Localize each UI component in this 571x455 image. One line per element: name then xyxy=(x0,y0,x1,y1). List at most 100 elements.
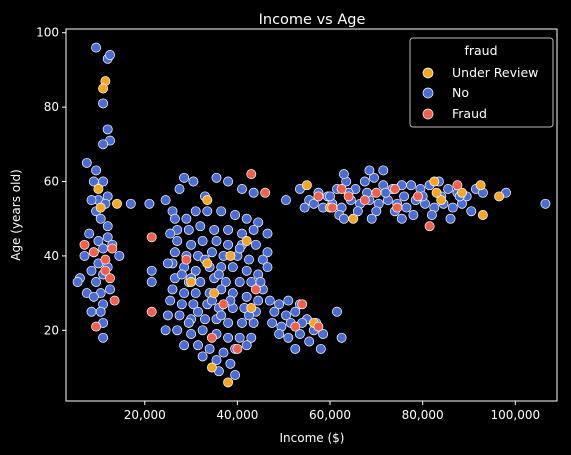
point-no xyxy=(216,206,227,217)
x-axis: 20,000 40,000 60,000 80,000 100,000 xyxy=(124,401,540,422)
point-no xyxy=(426,210,437,220)
point-under-review xyxy=(348,213,359,224)
point-no xyxy=(146,265,157,276)
point-under-review xyxy=(202,258,213,269)
point-no xyxy=(223,176,234,187)
point-under-review xyxy=(246,303,257,313)
point-no xyxy=(190,206,201,217)
point-no xyxy=(274,329,285,339)
point-fraud xyxy=(297,299,308,310)
point-fraud xyxy=(452,180,463,191)
point-fraud xyxy=(105,273,115,284)
point-no xyxy=(369,172,379,183)
point-no xyxy=(197,236,208,246)
point-no xyxy=(401,202,412,213)
point-no xyxy=(174,310,185,321)
point-no xyxy=(86,195,97,206)
point-no xyxy=(255,277,266,287)
y-tick-label: 100 xyxy=(36,26,59,40)
point-no xyxy=(338,169,349,180)
legend-entry-fraud: Fraud xyxy=(452,106,487,121)
point-no xyxy=(283,332,294,343)
point-no xyxy=(262,247,273,258)
point-under-review xyxy=(98,83,109,94)
point-no xyxy=(165,228,176,239)
point-no xyxy=(218,347,229,358)
point-no xyxy=(315,343,326,354)
point-no xyxy=(336,332,347,343)
point-under-review xyxy=(429,176,440,187)
point-fraud xyxy=(218,299,229,310)
y-tick-label: 20 xyxy=(44,323,59,337)
point-no xyxy=(237,184,247,194)
point-under-review xyxy=(209,288,220,299)
point-no xyxy=(162,310,173,321)
point-no xyxy=(447,202,458,213)
point-under-review xyxy=(475,180,486,191)
point-no xyxy=(186,239,197,250)
point-fraud xyxy=(146,232,157,243)
point-no xyxy=(181,213,192,224)
point-no xyxy=(281,195,291,206)
point-no xyxy=(91,277,102,287)
x-tick-label: 20,000 xyxy=(124,408,166,422)
legend-box xyxy=(409,37,554,128)
point-fraud xyxy=(232,343,243,354)
point-no xyxy=(250,239,261,250)
point-no xyxy=(193,340,203,351)
point-no xyxy=(274,299,285,310)
point-fraud xyxy=(327,202,338,213)
point-no xyxy=(540,198,551,209)
point-fraud xyxy=(79,239,90,250)
point-no xyxy=(241,340,252,351)
point-no xyxy=(248,317,259,328)
point-no xyxy=(267,317,278,328)
point-no xyxy=(308,198,319,209)
point-no xyxy=(200,314,210,325)
point-no xyxy=(160,325,171,336)
point-no xyxy=(241,265,252,276)
point-no xyxy=(230,370,241,380)
point-no xyxy=(197,351,208,362)
point-no xyxy=(84,228,95,239)
point-fraud xyxy=(424,221,435,232)
point-under-review xyxy=(202,195,213,206)
point-no xyxy=(95,306,106,317)
point-no xyxy=(186,329,197,339)
point-under-review xyxy=(494,191,505,202)
point-under-review xyxy=(457,187,467,198)
point-no xyxy=(299,202,310,213)
point-no xyxy=(174,184,185,194)
point-fraud xyxy=(181,254,192,265)
plot-frame xyxy=(65,28,558,402)
point-no xyxy=(230,210,241,220)
point-no xyxy=(220,277,231,287)
point-no xyxy=(227,262,238,273)
point-no xyxy=(169,247,180,258)
point-no xyxy=(248,224,259,235)
y-tick-label: 80 xyxy=(44,100,59,114)
point-no xyxy=(253,217,264,228)
point-no xyxy=(172,236,183,246)
point-no xyxy=(167,284,178,295)
point-no xyxy=(105,50,115,60)
point-no xyxy=(283,295,294,306)
point-no xyxy=(188,299,199,310)
point-no xyxy=(359,176,370,187)
point-no xyxy=(125,198,136,209)
point-fraud xyxy=(100,265,111,276)
point-no xyxy=(234,243,245,254)
point-no xyxy=(364,165,375,176)
x-tick-label: 60,000 xyxy=(309,408,351,422)
point-no xyxy=(183,224,194,235)
point-no xyxy=(179,340,190,351)
point-no xyxy=(211,236,222,246)
point-no xyxy=(213,269,224,280)
point-under-review xyxy=(241,236,252,246)
point-no xyxy=(211,355,222,366)
point-under-review xyxy=(95,202,106,213)
legend-title: fraud xyxy=(464,43,497,58)
point-no xyxy=(244,254,254,265)
point-fraud xyxy=(250,284,261,295)
point-no xyxy=(352,206,363,217)
